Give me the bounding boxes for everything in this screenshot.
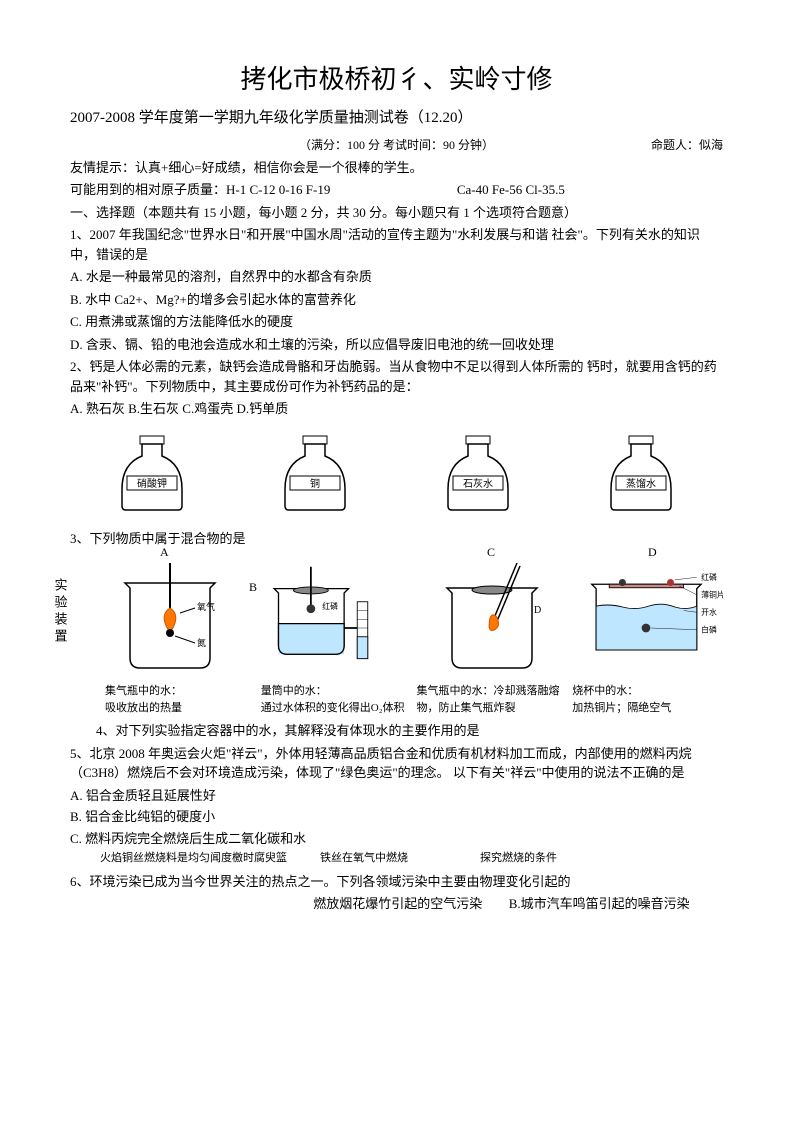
q5-C: C. 燃料丙烷完全燃烧后生成二氧化碳和水 — [70, 829, 723, 849]
q4-col-C: 集气瓶中的水：冷却溅落融熔物，防止集气瓶炸裂 — [412, 683, 568, 716]
diagram-C: C D — [422, 558, 562, 678]
svg-text:硝酸钾: 硝酸钾 — [137, 477, 167, 490]
svg-text:D: D — [534, 605, 541, 616]
svg-text:铜: 铜 — [310, 478, 320, 490]
q6-opts: 燃放烟花爆竹引起的空气污染 B.城市汽车鸣笛引起的噪音污染 — [70, 894, 723, 914]
q4-row2: 火焰铜丝燃烧料是均匀闻度檄时腐臾篮 铁丝在氧气中燃烧 探究燃烧的条件 — [100, 850, 723, 867]
q5-B: B. 铝合金比纯铝的硬度小 — [70, 807, 723, 827]
bottle-row: 硝酸钾 铜 石灰水 蒸馏水 — [70, 434, 723, 514]
q6-B: B.城市汽车鸣笛引起的噪音污染 — [509, 896, 690, 911]
bottle-1-icon: 硝酸钾 — [107, 434, 197, 514]
svg-text:开水: 开水 — [701, 607, 717, 617]
svg-text:红磷: 红磷 — [701, 572, 717, 582]
masses: 可能用到的相对原子质量：H-1 C-12 0-16 F-19 — [70, 182, 330, 197]
q1-C: C. 用煮沸或蒸馏的方法能降低水的硬度 — [70, 312, 723, 332]
svg-text:薄铜片: 薄铜片 — [701, 589, 723, 599]
q1-D: D. 含汞、镉、铅的电池会造成水和土壤的污染，所以应倡导废旧电池的统一回收处理 — [70, 335, 723, 355]
bottle-2-icon: 铜 — [270, 434, 360, 514]
bottle-3-icon: 石灰水 — [433, 434, 523, 514]
q6-A: 燃放烟花爆竹引起的空气污染 — [313, 896, 482, 911]
label-B: B — [249, 578, 257, 596]
q4-stem: 4、对下列实验指定容器中的水，其解释没有体现水的主要作用的是 — [70, 721, 723, 741]
diagram-A: A 氧气 氮 — [100, 558, 240, 678]
section-1-header: 一、选择题（本题共有 15 小题，每小题 2 分，共 30 分。每小题只有 1 … — [70, 203, 723, 223]
svg-text:氧气: 氧气 — [197, 601, 215, 612]
q5-A: A. 铝合金质轻且延展性好 — [70, 786, 723, 806]
page-title: 拷化市极桥初彳、实岭寸修 — [70, 60, 723, 99]
bottle-4-icon: 蒸馏水 — [596, 434, 686, 514]
page-subtitle: 2007-2008 学年度第一学期九年级化学质量抽测试卷（12.20） — [70, 107, 723, 130]
q4-desc-row: 集气瓶中的水： 吸收放出的热量 量筒中的水： 通过水体积的变化得出O₂体积 集气… — [100, 683, 723, 716]
diagram-D: D 红磷 薄铜片 开水 白磷 — [583, 558, 723, 678]
masses2: Ca-40 Fe-56 Cl-35.5 — [457, 182, 565, 197]
q1-stem: 1、2007 年我国纪念"世界水日"和开展"中国水周"活动的宣传主题为"水利发展… — [70, 225, 723, 264]
masses-line: 可能用到的相对原子质量：H-1 C-12 0-16 F-19 Ca-40 Fe-… — [70, 180, 723, 200]
q2-opts: A. 熟石灰 B.生石灰 C.鸡蛋壳 D.钙单质 — [70, 399, 723, 419]
q4-r2-3: 探究燃烧的条件 — [480, 850, 640, 867]
q2-stem: 2、钙是人体必需的元素，缺钙会造成骨骼和牙齿脆弱。当从食物中不足以得到人体所需的… — [70, 357, 723, 396]
exam-meta: （满分：100 分 考试时间：90 分钟） — [190, 136, 603, 154]
meta-row: （满分：100 分 考试时间：90 分钟） 命题人：似海 — [70, 136, 723, 154]
svg-text:红磷: 红磷 — [322, 601, 338, 611]
svg-text:蒸馏水: 蒸馏水 — [626, 477, 656, 490]
q4-col-A: 集气瓶中的水： 吸收放出的热量 — [100, 683, 256, 716]
q6-stem: 6、环境污染已成为当今世界关注的热点之一。下列各领域污染中主要由物理变化引起的 — [70, 872, 723, 892]
q3-ylabel: 实验装置 — [50, 578, 70, 646]
tip-line: 友情提示：认真+细心=好成绩，相信你会是一个很棒的学生。 — [70, 158, 723, 178]
q1-B: B. 水中 Ca2+、Mg?+的增多会引起水体的富营养化 — [70, 290, 723, 310]
svg-text:石灰水: 石灰水 — [463, 477, 493, 490]
diagram-B: B 红磷 — [261, 558, 401, 678]
author: 命题人：似海 — [603, 136, 723, 154]
label-A: A — [160, 543, 169, 561]
q4-r2-2: 铁丝在氧气中燃烧 — [320, 850, 480, 867]
label-C: C — [487, 543, 495, 561]
q4-col-B: 量筒中的水： 通过水体积的变化得出O₂体积 — [256, 683, 412, 716]
svg-text:氮: 氮 — [197, 637, 206, 648]
q3-diagrams: 实验装置 A 氧气 氮 B 红磷 — [70, 558, 723, 678]
q5-stem: 5、北京 2008 年奥运会火炬"祥云"，外体用轻薄高品质铝合金和优质有机材料加… — [70, 744, 723, 783]
svg-text:白磷: 白磷 — [701, 624, 717, 634]
q4-col-D: 烧杯中的水： 加热铜片；隔绝空气 — [567, 683, 723, 716]
q4-r2-1: 火焰铜丝燃烧料是均匀闻度檄时腐臾篮 — [100, 850, 320, 867]
q1-A: A. 水是一种最常见的溶剂，自然界中的水都含有杂质 — [70, 267, 723, 287]
label-D: D — [648, 543, 657, 561]
